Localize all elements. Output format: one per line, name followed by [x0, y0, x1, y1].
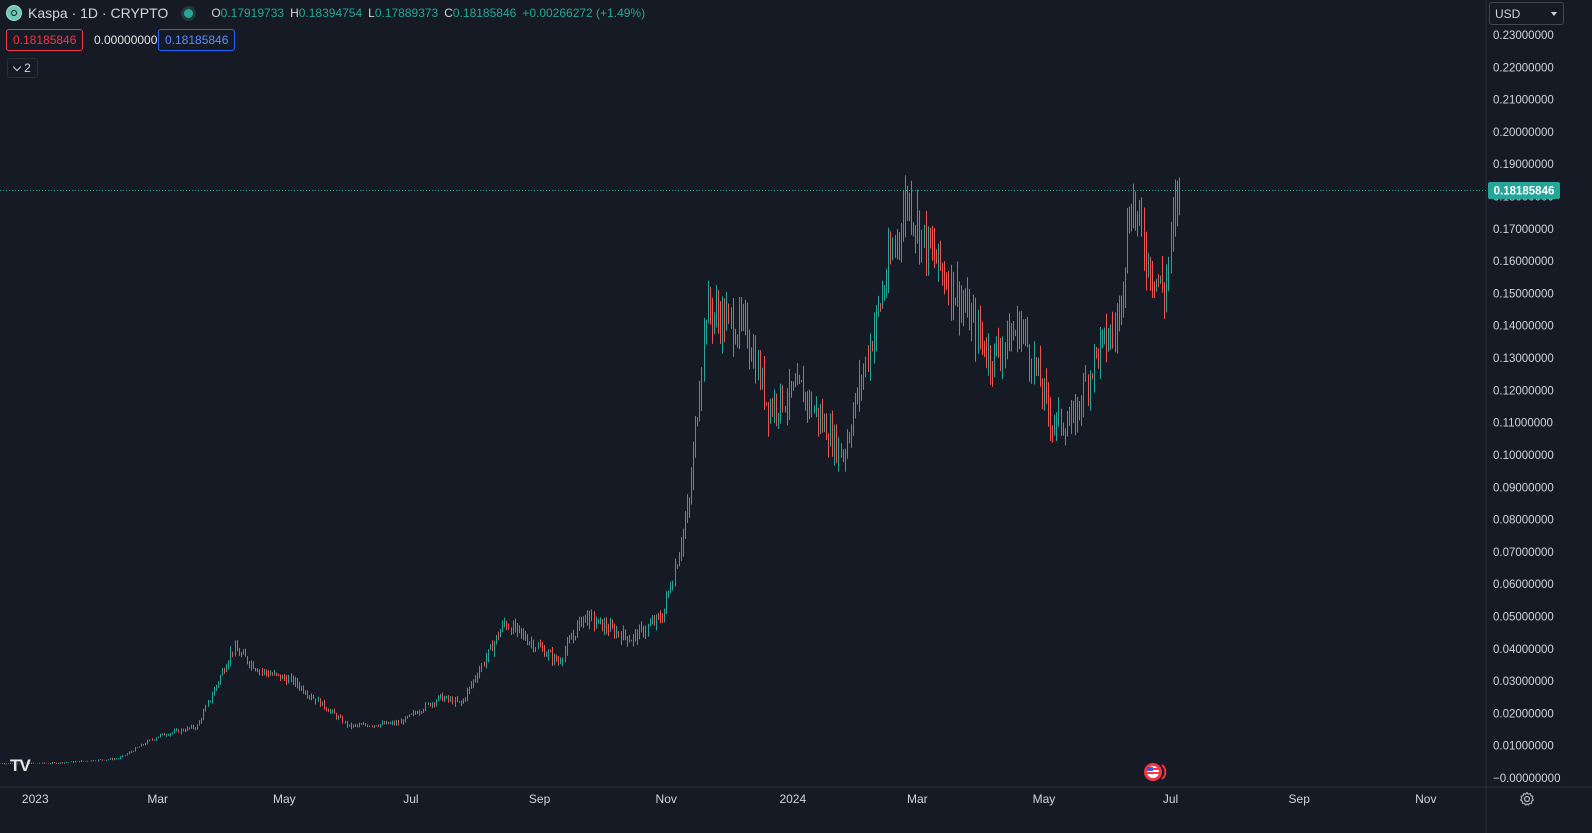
last-price-label: 0.18185846: [1494, 186, 1555, 198]
time-tick-label: Sep: [1289, 792, 1311, 806]
price-tick-label: 0.12000000: [1493, 385, 1554, 397]
time-tick-label: May: [1033, 792, 1056, 806]
sell-button[interactable]: 0.18185846: [6, 29, 84, 51]
symbol-header: Kaspa · 1D · CRYPTO O0.17919733 H0.18394…: [6, 3, 645, 23]
price-tick-label: 0.15000000: [1493, 288, 1554, 300]
chevron-down-icon: [12, 62, 22, 71]
close-value: 0.18185846: [452, 6, 517, 20]
time-tick-label: Jul: [403, 792, 418, 806]
caret-down-icon: [1551, 12, 1557, 16]
price-tick-label: 0.08000000: [1493, 515, 1554, 527]
open-label: O: [211, 6, 221, 20]
open-value: 0.17919733: [220, 6, 285, 20]
candlestick-series: [0, 175, 1180, 765]
time-tick-label: Mar: [907, 792, 928, 806]
kaspa-logo-icon: [6, 5, 22, 21]
price-tick-label: 0.01000000: [1493, 741, 1554, 753]
price-tick-label: 0.05000000: [1493, 611, 1554, 623]
time-tick-label: Sep: [529, 792, 551, 806]
price-tick-label: 0.21000000: [1493, 95, 1554, 107]
time-tick-label: Mar: [147, 792, 168, 806]
time-tick-label: 2024: [779, 792, 806, 806]
low-value: 0.17889373: [374, 6, 439, 20]
price-tick-label: 0.22000000: [1493, 62, 1554, 74]
price-tick-label: 0.10000000: [1493, 450, 1554, 462]
change-value: +0.00266272 (+1.49%): [522, 6, 646, 20]
price-tick-label: 0.11000000: [1493, 418, 1553, 430]
price-tick-label: 0.23000000: [1493, 30, 1554, 42]
price-tick-label: 0.16000000: [1493, 256, 1554, 268]
time-tick-label: Nov: [1415, 792, 1436, 806]
tradingview-logo-icon[interactable]: TV: [10, 756, 31, 775]
price-tick-label: 0.19000000: [1493, 159, 1554, 171]
market-status-icon[interactable]: [184, 8, 194, 18]
us-flag-icon[interactable]: [1142, 762, 1170, 782]
price-tick-label: 0.09000000: [1493, 482, 1554, 494]
last-price-badge: 0.18185846: [1488, 182, 1560, 200]
high-value: 0.18394754: [298, 6, 363, 20]
ohlc-values: O0.17919733 H0.18394754 L0.17889373 C0.1…: [211, 6, 645, 20]
high-label: H: [290, 6, 299, 20]
price-tick-label: 0.04000000: [1493, 644, 1554, 656]
price-tick-label: 0.13000000: [1493, 353, 1554, 365]
currency-select[interactable]: USD: [1489, 2, 1564, 25]
price-tick-label: −0.00000000: [1493, 773, 1560, 785]
gear-icon[interactable]: [1519, 791, 1535, 807]
currency-value: USD: [1495, 6, 1521, 21]
price-tick-label: 0.03000000: [1493, 676, 1554, 688]
time-tick-label: 2023: [22, 792, 49, 806]
indicators-toggle-button[interactable]: 2: [7, 58, 38, 78]
low-label: L: [368, 6, 375, 20]
time-tick-label: Nov: [656, 792, 677, 806]
price-tick-label: 0.14000000: [1493, 321, 1554, 333]
price-tick-label: 0.02000000: [1493, 708, 1554, 720]
buy-button[interactable]: 0.18185846: [158, 29, 236, 51]
symbol-title[interactable]: Kaspa · 1D · CRYPTO: [28, 5, 169, 21]
price-tick-label: 0.06000000: [1493, 579, 1554, 591]
spread-value: 0.00000000: [94, 33, 158, 47]
time-tick-label: May: [273, 792, 296, 806]
price-tick-label: 0.20000000: [1493, 127, 1554, 139]
price-axis[interactable]: 0.23000000 0.22000000 0.21000000 0.20000000…: [1493, 30, 1560, 785]
indicators-count: 2: [24, 61, 31, 75]
price-tick-label: 0.07000000: [1493, 547, 1554, 559]
time-axis[interactable]: 2023 Mar May Jul Sep Nov 2024 Mar May Jul Sep Nov: [22, 792, 1437, 806]
time-tick-label: Jul: [1163, 792, 1178, 806]
close-label: C: [444, 6, 453, 20]
price-tick-label: 0.17000000: [1493, 224, 1554, 236]
